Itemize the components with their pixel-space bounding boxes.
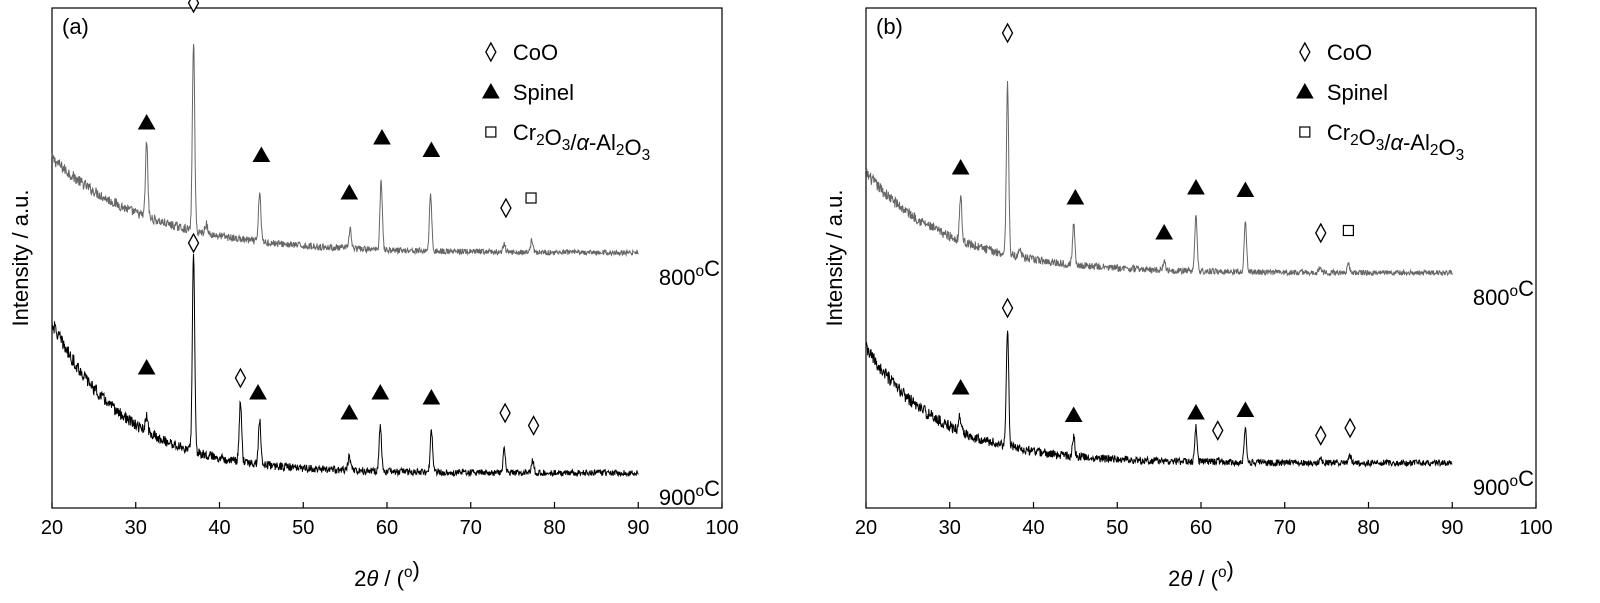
x-tick-label: 20 bbox=[855, 517, 877, 539]
plot-frame bbox=[51, 7, 723, 509]
peak-marker-triangle-filled bbox=[1155, 223, 1174, 240]
legend-label: CoO bbox=[1327, 40, 1372, 65]
peak-marker-triangle-filled bbox=[1066, 188, 1085, 205]
peak-marker-diamond-open bbox=[1212, 420, 1224, 441]
series-label: 800oC bbox=[1473, 276, 1534, 310]
y-axis-label: Intensity / a.u. bbox=[822, 190, 847, 327]
panel-a: 20 30 40 50 60 70 80 90 100 2θ / (o) Intensity / a… bbox=[8, 0, 739, 591]
x-tick-label: 100 bbox=[705, 517, 738, 539]
peak-marker-triangle-filled bbox=[340, 403, 359, 420]
x-tick-label: 100 bbox=[1519, 517, 1552, 539]
peak-marker-triangle-filled bbox=[249, 383, 267, 400]
legend-marker-triangle-filled bbox=[1295, 82, 1314, 99]
legend-label: Cr2O3/α-Al2O3 bbox=[513, 120, 650, 164]
peak-marker-triangle-filled bbox=[1187, 178, 1205, 195]
x-tick-label: 70 bbox=[1274, 517, 1296, 539]
legend-label: Spinel bbox=[513, 80, 574, 105]
series-line-1 bbox=[51, 253, 639, 478]
x-tick-label: 60 bbox=[1190, 517, 1212, 539]
x-tick-label: 30 bbox=[125, 517, 147, 539]
series-label: 900oC bbox=[1473, 466, 1534, 500]
peak-marker-triangle-filled bbox=[371, 383, 390, 400]
peak-marker-triangle-filled bbox=[137, 358, 156, 375]
x-tick-label: 40 bbox=[208, 517, 230, 539]
series-label: 900oC bbox=[659, 476, 720, 510]
peak-marker-diamond-open bbox=[499, 402, 511, 424]
peak-marker-diamond-open bbox=[187, 0, 200, 14]
x-tick-label: 40 bbox=[1022, 517, 1044, 539]
x-axis-label: 2θ / (o) bbox=[1168, 557, 1234, 591]
legend-marker-diamond-open bbox=[485, 41, 497, 63]
series-line-0 bbox=[865, 81, 1453, 277]
peak-marker-triangle-filled bbox=[951, 378, 970, 395]
x-tick-label: 60 bbox=[376, 517, 398, 539]
peak-marker-diamond-open bbox=[1344, 417, 1356, 439]
peak-marker-diamond-open bbox=[234, 367, 247, 389]
panel-b: 20 30 40 50 60 70 80 90 100 2θ / (o) Intensity / a… bbox=[822, 7, 1553, 591]
legend-marker-triangle-filled bbox=[481, 82, 500, 99]
peak-marker-diamond-open bbox=[1001, 297, 1014, 319]
legend-label: Cr2O3/α-Al2O3 bbox=[1327, 120, 1464, 164]
peak-marker-triangle-filled bbox=[951, 158, 970, 175]
series-label: 800oC bbox=[659, 256, 720, 290]
peak-marker-triangle-filled bbox=[422, 141, 441, 157]
peak-marker-diamond-open bbox=[527, 415, 540, 436]
peak-marker-diamond-open bbox=[1315, 222, 1327, 244]
x-tick-label: 50 bbox=[292, 517, 314, 539]
x-axis-label: 2θ / (o) bbox=[354, 557, 420, 591]
peak-marker-triangle-filled bbox=[340, 183, 359, 200]
peak-marker-diamond-open bbox=[187, 232, 200, 254]
y-axis-label: Intensity / a.u. bbox=[8, 190, 33, 327]
series-line-0 bbox=[51, 44, 639, 257]
x-tick-label: 70 bbox=[460, 517, 482, 539]
legend-marker-square-open bbox=[1299, 126, 1311, 138]
x-tick-label: 80 bbox=[543, 517, 565, 539]
legend-label: Spinel bbox=[1327, 80, 1388, 105]
legend-marker-diamond-open bbox=[1299, 41, 1311, 63]
panel-label: (a) bbox=[62, 14, 89, 39]
peak-marker-triangle-filled bbox=[1187, 403, 1205, 420]
x-tick-label: 80 bbox=[1357, 517, 1379, 539]
peak-marker-square-open bbox=[525, 192, 537, 204]
peak-marker-triangle-filled bbox=[373, 128, 391, 145]
peak-marker-triangle-filled bbox=[1236, 181, 1255, 197]
peak-marker-triangle-filled bbox=[422, 388, 441, 405]
peak-marker-triangle-filled bbox=[137, 113, 156, 130]
peak-marker-square-open bbox=[1342, 224, 1355, 237]
peak-marker-diamond-open bbox=[1001, 22, 1014, 44]
peak-marker-triangle-filled bbox=[1236, 401, 1255, 417]
peak-marker-diamond-open bbox=[1315, 425, 1327, 446]
panel-label: (b) bbox=[876, 14, 903, 39]
x-tick-label: 90 bbox=[627, 517, 649, 539]
x-tick-label: 90 bbox=[1441, 517, 1463, 539]
legend-marker-square-open bbox=[485, 126, 497, 138]
x-tick-label: 50 bbox=[1106, 517, 1128, 539]
series-line-1 bbox=[865, 330, 1453, 468]
x-tick-label: 30 bbox=[939, 517, 961, 539]
legend-label: CoO bbox=[513, 40, 558, 65]
peak-marker-diamond-open bbox=[500, 197, 512, 219]
peak-marker-triangle-filled bbox=[252, 146, 271, 162]
peak-marker-triangle-filled bbox=[1064, 406, 1083, 422]
x-tick-label: 20 bbox=[41, 517, 63, 539]
